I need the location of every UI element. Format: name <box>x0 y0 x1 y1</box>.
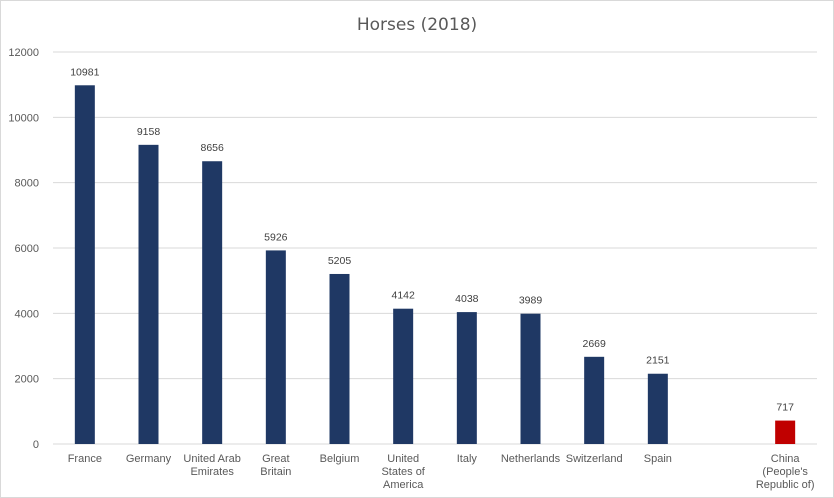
x-category-label: States of <box>381 466 425 478</box>
data-label: 8656 <box>200 142 224 154</box>
bar <box>265 250 286 444</box>
x-category-label: (People's <box>762 466 808 478</box>
x-category-label: Spain <box>644 453 672 465</box>
data-label: 10981 <box>70 66 99 78</box>
x-category-label: United Arab <box>183 453 240 465</box>
bar <box>393 308 414 444</box>
x-category-label: Republic of) <box>756 479 815 491</box>
y-axis-ticks: 0 2000 4000 6000 8000 10000 12000 <box>8 47 39 451</box>
data-label: 5205 <box>328 255 352 267</box>
data-labels: 10981 9158 8656 5926 5205 4142 4038 3989 2669 215… <box>70 66 794 413</box>
x-category-label: United <box>387 453 419 465</box>
bar <box>456 312 477 444</box>
y-tick-label: 2000 <box>15 374 39 386</box>
y-tick-label: 4000 <box>15 308 39 320</box>
bar <box>74 85 95 445</box>
x-category-label: Switzerland <box>566 453 623 465</box>
chart-title: Horses (2018) <box>357 15 477 35</box>
data-label: 5926 <box>264 231 288 243</box>
data-label: 2151 <box>646 355 670 367</box>
x-category-label: China <box>771 453 801 465</box>
bar <box>202 161 223 444</box>
x-category-label: France <box>68 453 102 465</box>
bar <box>647 373 668 444</box>
x-category-label: Britain <box>260 466 291 478</box>
x-category-label: Emirates <box>190 466 234 478</box>
y-tick-label: 8000 <box>15 178 39 190</box>
gridlines <box>53 51 817 445</box>
y-tick-label: 6000 <box>15 243 39 255</box>
bars <box>74 85 796 445</box>
x-category-label: Netherlands <box>501 453 561 465</box>
y-tick-label: 12000 <box>8 47 39 59</box>
x-category-label: Great <box>262 453 290 465</box>
x-category-label: Belgium <box>320 453 360 465</box>
data-label: 4142 <box>391 290 415 302</box>
data-label: 4038 <box>455 293 479 305</box>
bar <box>329 273 350 444</box>
bar <box>775 420 796 444</box>
x-category-label: America <box>383 479 424 491</box>
data-label: 9158 <box>137 126 161 138</box>
bar <box>584 356 605 444</box>
bar <box>138 144 159 444</box>
data-label: 2669 <box>582 338 606 350</box>
y-tick-label: 10000 <box>8 112 39 124</box>
x-category-label: Italy <box>457 453 478 465</box>
x-category-label: Germany <box>126 453 172 465</box>
y-tick-label: 0 <box>33 439 39 451</box>
data-label: 3989 <box>519 295 543 307</box>
bar <box>520 313 541 444</box>
data-label: 717 <box>776 402 794 414</box>
